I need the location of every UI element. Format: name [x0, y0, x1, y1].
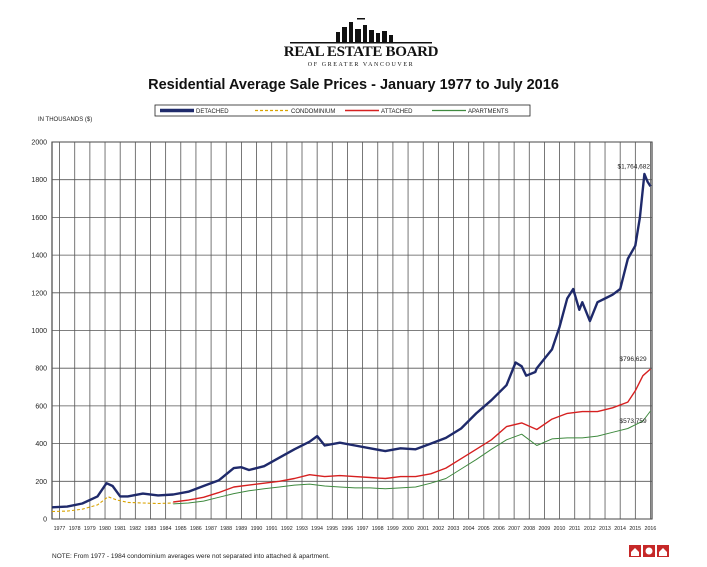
x-tick-label: 2013 — [599, 526, 611, 532]
x-tick-label: 1995 — [326, 526, 338, 532]
x-tick-label: 2009 — [538, 526, 550, 532]
x-tick-label: 1979 — [84, 526, 96, 532]
x-tick-label: 2005 — [478, 526, 490, 532]
data-label: $796,629 — [619, 356, 646, 363]
y-tick-label: 1400 — [31, 253, 47, 260]
legend: DETACHED CONDOMINIUM ATTACHED APARTMENTS — [154, 104, 531, 117]
x-tick-label: 2008 — [523, 526, 535, 532]
y-tick-label: 2000 — [31, 140, 47, 147]
logo-name: REAL ESTATE BOARD — [283, 44, 439, 60]
y-tick-label: 200 — [35, 479, 47, 486]
x-tick-label: 2002 — [432, 526, 444, 532]
y-tick-label: 1200 — [31, 290, 47, 297]
x-tick-label: 1984 — [160, 526, 172, 532]
real-estate-board-logo: REAL ESTATE BOARD OF GREATER VANCOUVER — [276, 18, 446, 76]
x-tick-label: 1988 — [220, 526, 232, 532]
x-tick-label: 1990 — [251, 526, 263, 532]
realtor-logo-icon — [629, 545, 669, 557]
legend-label: DETACHED — [196, 109, 229, 115]
x-tick-label: 1991 — [266, 526, 278, 532]
x-tick-label: 2014 — [614, 526, 626, 532]
series-line-detached — [51, 172, 652, 509]
x-tick-label: 1981 — [114, 526, 126, 532]
x-tick-label: 2012 — [584, 526, 596, 532]
legend-label: ATTACHED — [381, 109, 413, 115]
series-line-attached — [173, 368, 651, 503]
data-label: $573,759 — [619, 418, 646, 425]
legend-box — [154, 104, 531, 117]
x-tick-label: 1983 — [145, 526, 157, 532]
x-tick-label: 1999 — [387, 526, 399, 532]
x-tick-label: 2010 — [554, 526, 566, 532]
y-tick-label: 400 — [35, 441, 47, 448]
y-tick-label: 800 — [35, 366, 47, 373]
series-line-condominium — [51, 496, 174, 513]
x-tick-label: 1980 — [99, 526, 111, 532]
x-tick-label: 1982 — [129, 526, 141, 532]
y-tick-label: 600 — [35, 403, 47, 410]
x-tick-label: 1977 — [54, 526, 66, 532]
x-tick-label: 2000 — [402, 526, 414, 532]
y-tick-label: 1600 — [31, 215, 47, 222]
legend-label: CONDOMINIUM — [291, 109, 335, 115]
x-tick-label: 1993 — [296, 526, 308, 532]
x-tick-label: 1978 — [69, 526, 81, 532]
chart-title: Residential Average Sale Prices - Januar… — [148, 77, 559, 93]
x-tick-label: 2004 — [463, 526, 475, 532]
x-tick-label: 2007 — [508, 526, 520, 532]
line-chart: 0 200 400 600 800 1000 1200 1400 1600 1800 2000 197… — [31, 104, 657, 532]
x-tick-label: 1992 — [281, 526, 293, 532]
logo-subtitle: OF GREATER VANCOUVER — [307, 62, 415, 68]
y-tick-label: 1800 — [31, 177, 47, 184]
x-tick-label: 2006 — [493, 526, 505, 532]
x-tick-label: 1987 — [205, 526, 217, 532]
footnote: NOTE: From 1977 - 1984 condominium avera… — [52, 553, 330, 560]
y-axis-label: IN THOUSANDS ($) — [38, 117, 92, 123]
x-tick-label: 2016 — [645, 526, 657, 532]
x-tick-label: 1994 — [311, 526, 323, 532]
x-tick-label: 1996 — [341, 526, 353, 532]
skyline-icon — [290, 18, 432, 44]
data-label: $1,764,682 — [617, 163, 650, 170]
y-tick-label: 0 — [43, 517, 47, 524]
x-tick-label: 1989 — [235, 526, 247, 532]
series-line-apartments — [173, 410, 651, 505]
legend-label: APARTMENTS — [468, 109, 508, 115]
x-tick-label: 1986 — [190, 526, 202, 532]
x-tick-label: 2015 — [629, 526, 641, 532]
x-tick-label: 1997 — [357, 526, 369, 532]
y-tick-label: 1000 — [31, 328, 47, 335]
x-tick-label: 1998 — [372, 526, 384, 532]
x-tick-label: 2001 — [417, 526, 429, 532]
x-tick-label: 1985 — [175, 526, 187, 532]
x-tick-label: 2011 — [569, 526, 580, 532]
x-tick-label: 2003 — [448, 526, 460, 532]
